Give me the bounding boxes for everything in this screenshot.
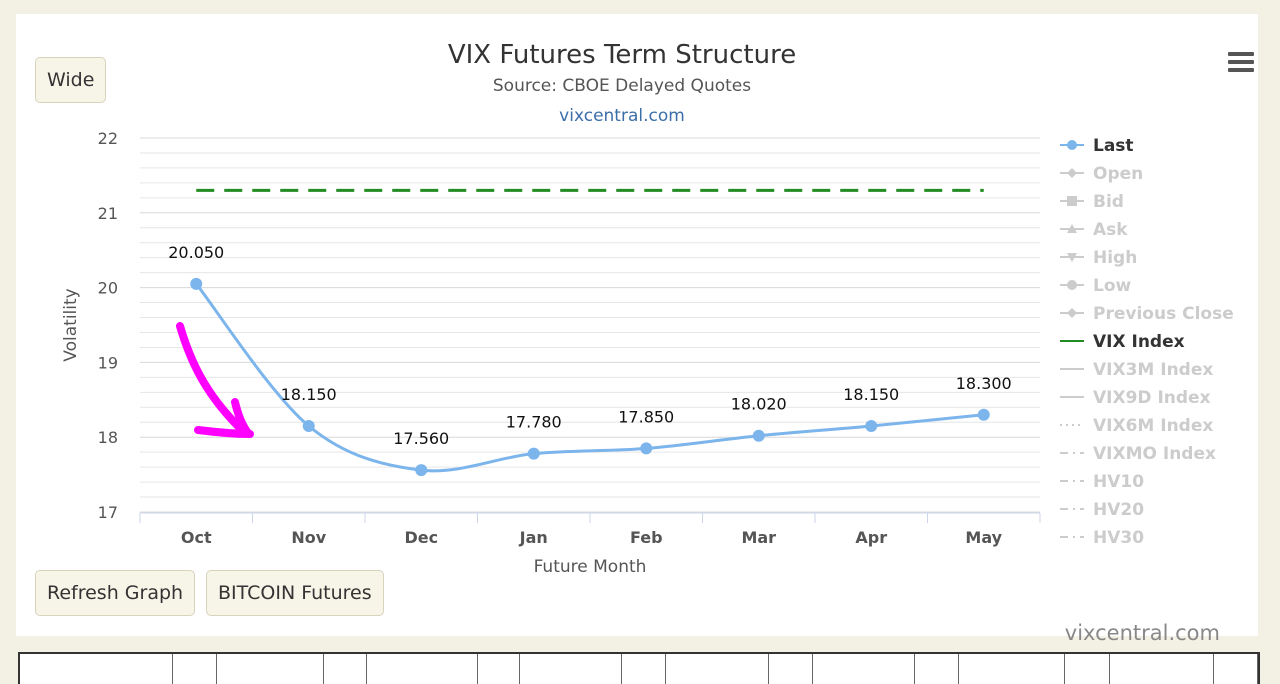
data-label: 20.050 (168, 243, 224, 262)
last-data-point (415, 464, 428, 477)
y-tick-label: 21 (98, 204, 118, 223)
table-cell (478, 654, 521, 684)
x-tick-label: Mar (741, 528, 776, 547)
y-tick-label: 20 (98, 279, 118, 298)
legend-item-vix9d-index[interactable]: VIX9D Index (1060, 388, 1211, 408)
refresh-graph-button[interactable]: Refresh Graph (35, 570, 196, 616)
x-tick-label: Nov (291, 528, 326, 547)
table-cell (20, 654, 174, 684)
chart-svg: 17 18 19 20 21 22 Oct Nov Dec Jan Feb Mar Apr May Futu… (61, 129, 1234, 577)
legend-label: Low (1093, 276, 1132, 296)
chart-panel: Wide VIX Futures Term Structure Source: … (16, 14, 1258, 645)
table-cell (959, 654, 1066, 684)
data-label: 18.150 (281, 385, 337, 404)
legend-item-previous-close[interactable]: Previous Close (1060, 304, 1234, 324)
table-cell (1214, 654, 1258, 684)
legend-circle-icon (1067, 280, 1077, 290)
x-tick-label: Dec (404, 528, 438, 547)
last-data-point (752, 429, 765, 442)
x-axis-title: Future Month (534, 557, 647, 577)
legend-item-last[interactable]: Last (1060, 136, 1134, 156)
legend-item-ask[interactable]: Ask (1060, 220, 1128, 240)
table-cell (1065, 654, 1110, 684)
legend-label: VIX6M Index (1093, 416, 1213, 436)
legend-item-vix-index[interactable]: VIX Index (1060, 332, 1185, 352)
last-data-point (865, 419, 878, 432)
x-tick-label: Jan (519, 528, 548, 547)
source-link[interactable]: vixcentral.com (559, 106, 685, 126)
legend-item-bid[interactable]: Bid (1060, 192, 1124, 212)
annotation-arrow-icon (176, 322, 254, 438)
legend-item-high[interactable]: High (1060, 248, 1137, 268)
table-cell (1110, 654, 1214, 684)
table-cell (173, 654, 217, 684)
table-cell (622, 654, 666, 684)
legend-circle-icon (1067, 140, 1077, 150)
legend-label: VIXMO Index (1093, 444, 1216, 464)
table-cell (769, 654, 814, 684)
legend-label: VIX Index (1093, 332, 1185, 352)
table-cell (324, 654, 368, 684)
legend-label: Bid (1093, 192, 1124, 212)
table-cell (367, 654, 478, 684)
legend-label: High (1093, 248, 1137, 268)
legend-item-open[interactable]: Open (1060, 164, 1143, 184)
data-label: 17.780 (506, 413, 562, 432)
hamburger-menu-icon[interactable] (1228, 52, 1254, 76)
credits[interactable]: vixcentral.com (1064, 621, 1220, 645)
legend-item-hv30[interactable]: HV30 (1060, 528, 1144, 548)
y-tick-label: 22 (98, 129, 118, 148)
legend-diamond-icon (1067, 168, 1077, 178)
chart-title: VIX Futures Term Structure (447, 40, 797, 70)
bitcoin-futures-button[interactable]: BITCOIN Futures (206, 570, 384, 616)
table-cell (217, 654, 324, 684)
legend-item-hv10[interactable]: HV10 (1060, 472, 1144, 492)
data-label: 17.560 (393, 429, 449, 448)
legend-label: VIX9D Index (1093, 388, 1211, 408)
table-cell (915, 654, 960, 684)
legend-item-vix3m-index[interactable]: VIX3M Index (1060, 360, 1213, 380)
legend-triangle-down-icon (1067, 253, 1077, 262)
y-axis-title: Volatility (61, 288, 81, 361)
last-data-point (527, 447, 540, 460)
x-tick-label: Apr (855, 528, 887, 547)
y-tick-label: 17 (98, 503, 118, 522)
wide-button[interactable]: Wide (35, 57, 107, 103)
legend-square-icon (1067, 196, 1077, 206)
legend-label: Previous Close (1093, 304, 1234, 324)
legend-item-vix6m-index[interactable]: VIX6M Index (1060, 416, 1213, 436)
legend-label: HV30 (1093, 528, 1144, 548)
chart-subtitle: Source: CBOE Delayed Quotes (492, 76, 752, 96)
legend-item-vixmo-index[interactable]: VIXMO Index (1060, 444, 1216, 464)
table-cell (666, 654, 769, 684)
last-data-point (640, 442, 653, 455)
x-tick-label: May (965, 528, 1002, 547)
last-data-point (977, 408, 990, 421)
table-cell (813, 654, 915, 684)
legend-item-low[interactable]: Low (1060, 276, 1132, 296)
legend-label: Ask (1093, 220, 1128, 240)
data-label: 18.020 (731, 395, 787, 414)
legend-label: Last (1093, 136, 1134, 156)
table-cell (520, 654, 623, 684)
data-label: 17.850 (618, 407, 674, 426)
y-tick-label: 19 (98, 353, 118, 372)
y-tick-label: 18 (98, 428, 118, 447)
data-table-header (18, 652, 1260, 684)
x-tick-label: Feb (630, 528, 663, 547)
legend-label: Open (1093, 164, 1143, 184)
legend-diamond-icon (1067, 308, 1077, 318)
legend-label: HV20 (1093, 500, 1144, 520)
legend-label: HV10 (1093, 472, 1144, 492)
last-data-point (190, 277, 203, 290)
legend-triangle-icon (1067, 224, 1077, 233)
x-tick-label: Oct (181, 528, 212, 547)
legend-label: VIX3M Index (1093, 360, 1213, 380)
data-label: 18.150 (843, 385, 899, 404)
legend-item-hv20[interactable]: HV20 (1060, 500, 1144, 520)
data-label: 18.300 (956, 374, 1012, 393)
last-data-point (302, 419, 315, 432)
